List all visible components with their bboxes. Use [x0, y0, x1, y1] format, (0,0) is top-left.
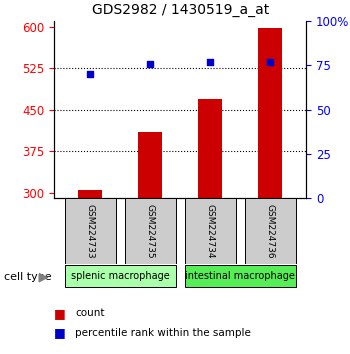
Point	[88, 72, 93, 77]
Text: ■: ■	[54, 326, 66, 339]
Bar	[185, 265, 296, 287]
Bar	[65, 198, 116, 264]
Text: count: count	[75, 308, 105, 318]
Title: GDS2982 / 1430519_a_at: GDS2982 / 1430519_a_at	[92, 4, 269, 17]
Point	[147, 61, 153, 67]
Point	[267, 59, 273, 65]
Bar	[185, 198, 236, 264]
Bar	[65, 265, 176, 287]
Text: percentile rank within the sample: percentile rank within the sample	[75, 328, 251, 338]
Point	[208, 59, 213, 65]
Bar	[78, 190, 102, 198]
Bar	[198, 99, 222, 198]
Text: cell type: cell type	[4, 272, 51, 282]
Text: GSM224736: GSM224736	[266, 204, 275, 258]
Text: intestinal macrophage: intestinal macrophage	[185, 270, 295, 281]
Bar	[125, 198, 176, 264]
Text: GSM224734: GSM224734	[206, 204, 215, 258]
Bar	[258, 28, 282, 198]
Text: splenic macrophage: splenic macrophage	[71, 270, 170, 281]
Text: GSM224733: GSM224733	[86, 204, 95, 258]
Bar	[245, 198, 296, 264]
Bar	[138, 132, 162, 198]
Text: ▶: ▶	[39, 270, 49, 283]
Text: ■: ■	[54, 307, 66, 320]
Text: GSM224735: GSM224735	[146, 204, 155, 258]
